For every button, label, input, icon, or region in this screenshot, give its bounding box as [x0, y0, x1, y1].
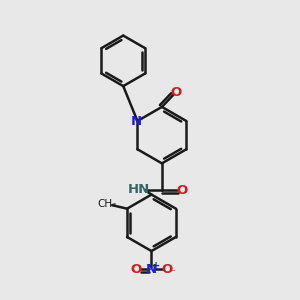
Text: O: O — [170, 86, 182, 99]
Text: O: O — [177, 184, 188, 196]
Text: +: + — [152, 261, 160, 271]
Text: O: O — [130, 263, 141, 276]
Text: N: N — [130, 115, 142, 128]
Text: ⁻: ⁻ — [169, 268, 175, 278]
Text: N: N — [146, 263, 157, 276]
Text: HN: HN — [128, 183, 150, 196]
Text: CH₃: CH₃ — [98, 199, 117, 209]
Text: O: O — [162, 263, 173, 276]
